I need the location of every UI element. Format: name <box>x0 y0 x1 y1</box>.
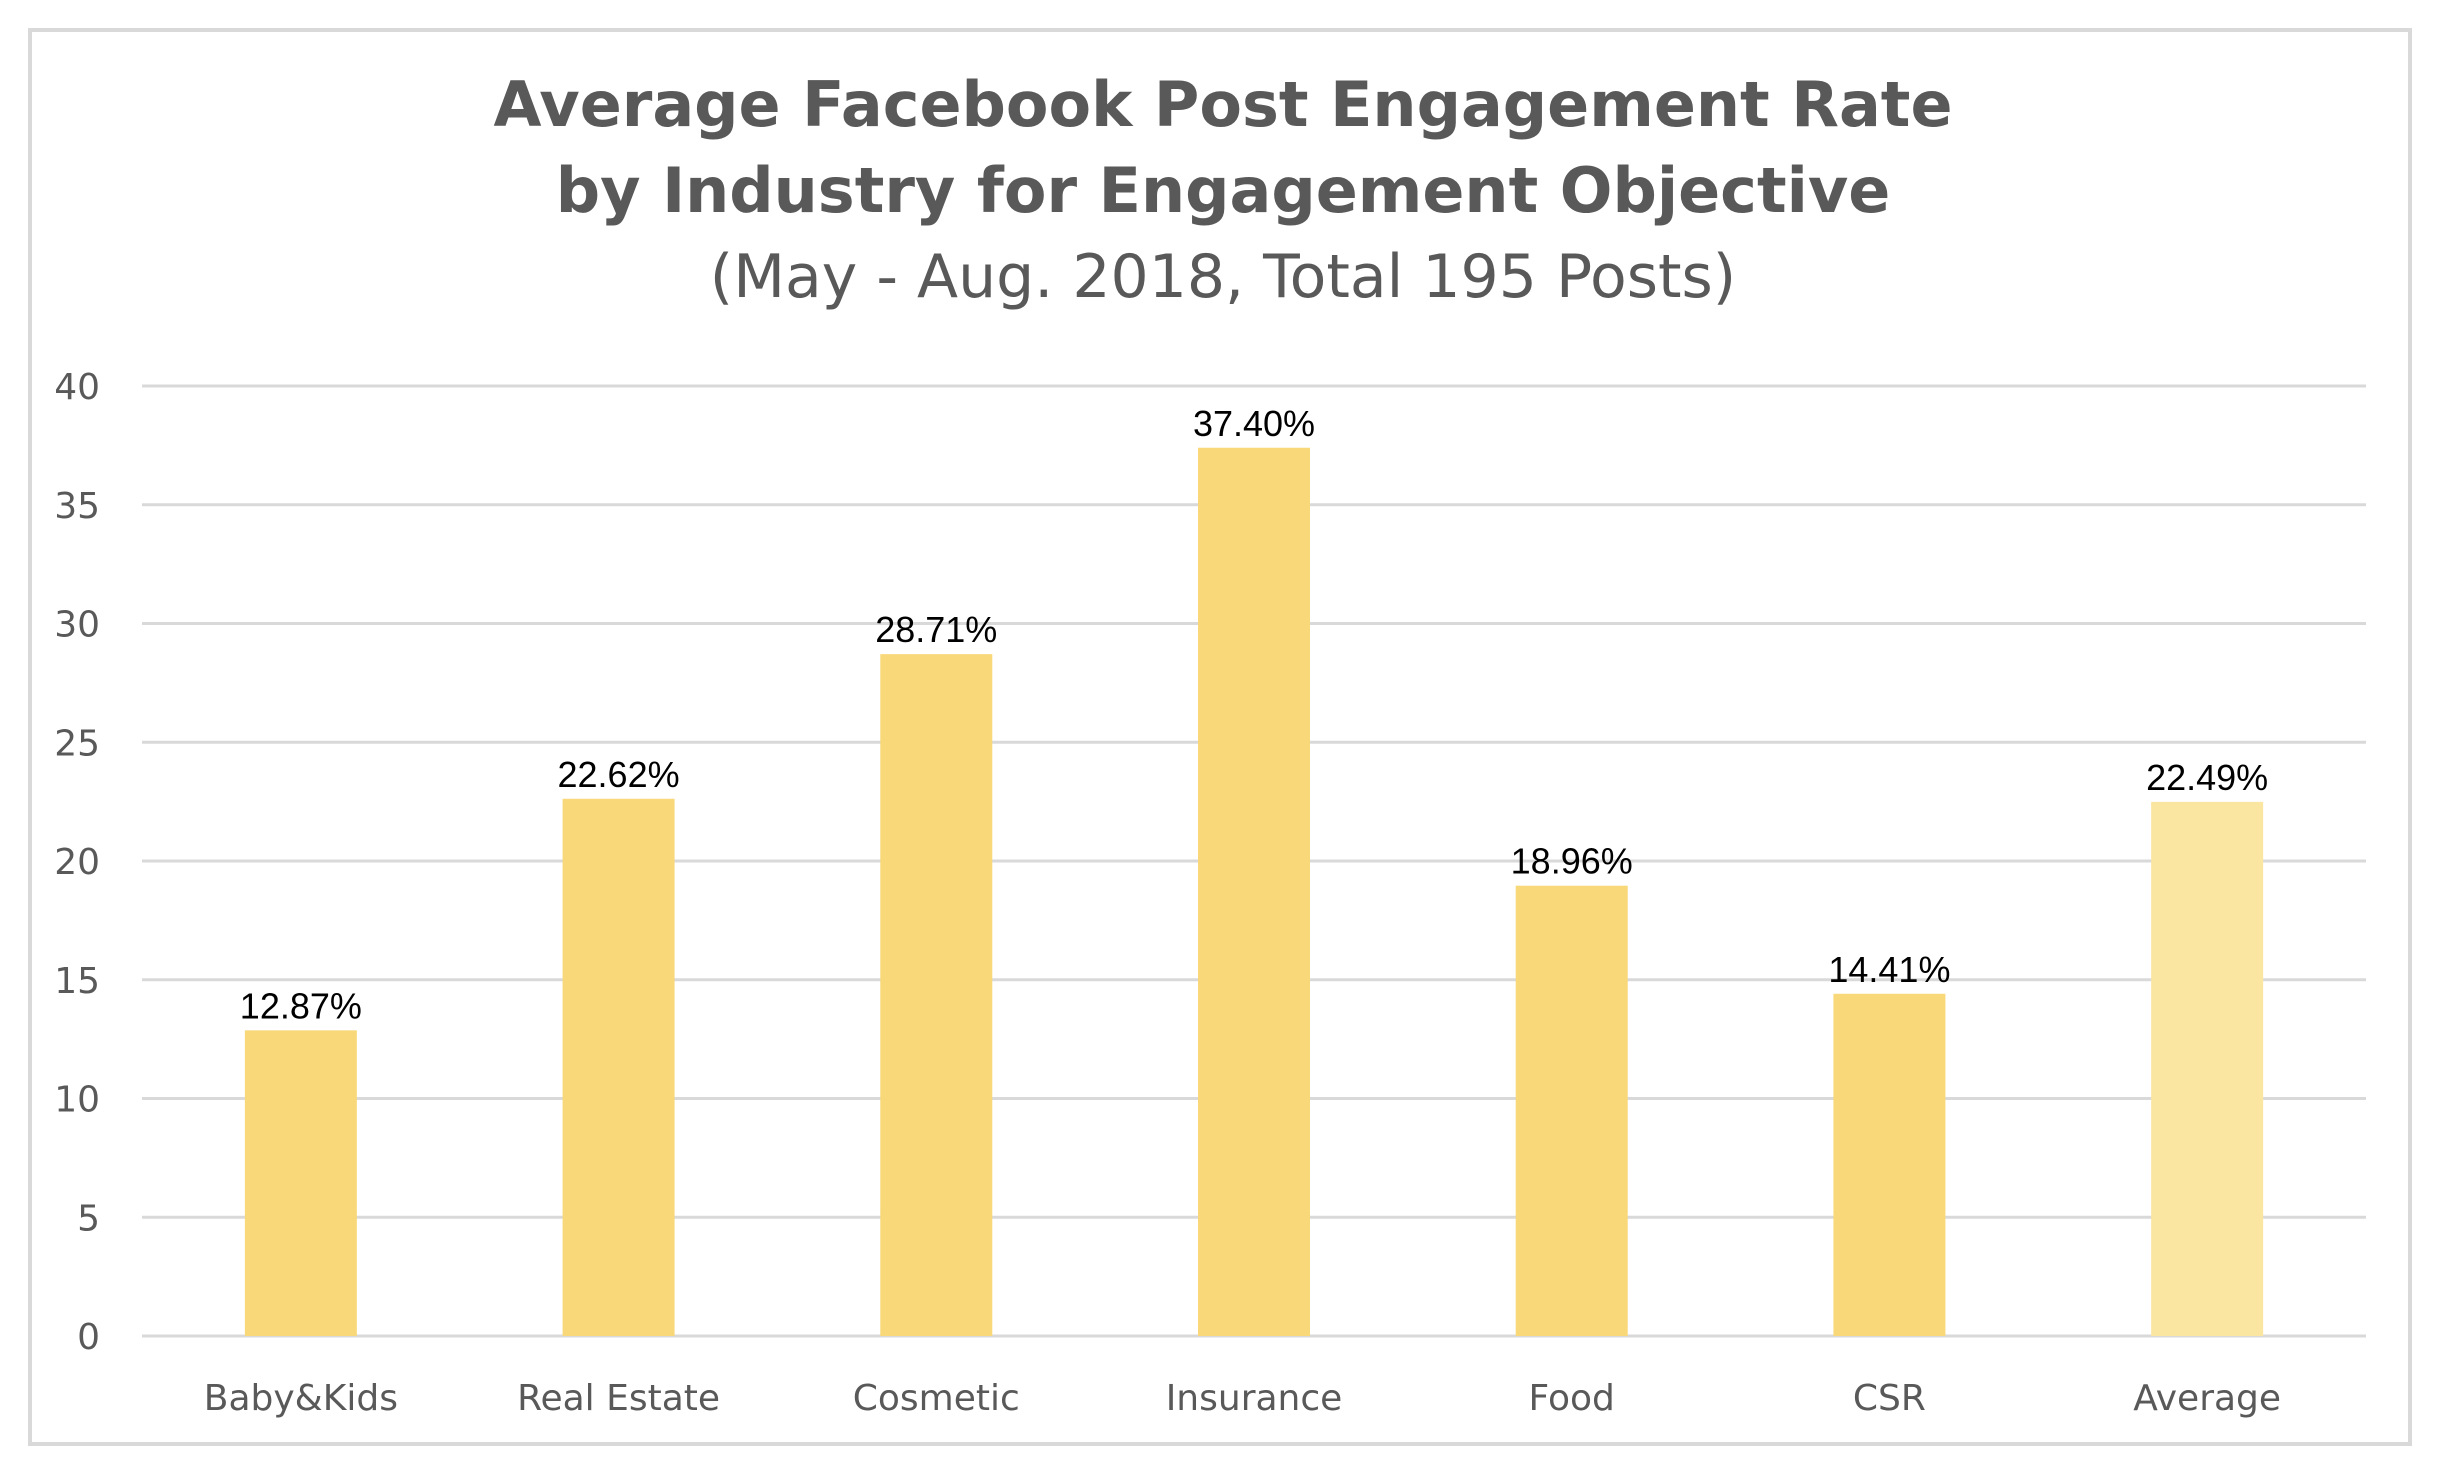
chart-subtitle: (May - Aug. 2018, Total 195 Posts) <box>709 242 1737 312</box>
data-label: 37.40% <box>1193 403 1315 444</box>
x-category-label: Average <box>2133 1378 2281 1419</box>
x-category-label: Baby&Kids <box>204 1378 398 1419</box>
y-axis-ticks: 0 5 10 15 20 25 30 35 40 <box>54 367 100 1358</box>
bar-baby-kids <box>244 1030 357 1336</box>
y-tick-label: 30 <box>54 605 100 646</box>
bar-cosmetic <box>880 654 993 1336</box>
chart-title: Average Facebook Post Engagement Rate <box>493 68 1953 141</box>
bar-food <box>1515 885 1628 1336</box>
x-category-label: CSR <box>1853 1378 1926 1419</box>
chart-title-line2: by Industry for Engagement Objective <box>555 154 1891 227</box>
data-label: 28.71% <box>875 609 997 650</box>
data-label: 18.96% <box>1511 841 1633 882</box>
y-tick-label: 5 <box>77 1198 100 1239</box>
y-tick-label: 25 <box>54 723 100 764</box>
y-tick-label: 0 <box>77 1317 100 1358</box>
data-label: 12.87% <box>240 985 362 1026</box>
x-category-label: Cosmetic <box>853 1378 1020 1419</box>
x-category-label: Insurance <box>1166 1378 1343 1419</box>
y-tick-label: 15 <box>54 961 100 1002</box>
data-label: 22.62% <box>558 754 680 795</box>
y-tick-label: 10 <box>54 1080 100 1121</box>
y-tick-label: 40 <box>54 367 100 408</box>
y-tick-label: 20 <box>54 842 100 883</box>
y-tick-label: 35 <box>54 486 100 527</box>
data-labels: 12.87% 22.62% 28.71% 37.40% 18.96% 14.41% 22.4… <box>240 403 2268 1027</box>
bar-csr <box>1833 993 1946 1336</box>
x-category-label: Real Estate <box>517 1378 720 1419</box>
data-label: 14.41% <box>1828 949 1950 990</box>
bar-average <box>2151 801 2264 1336</box>
bar-insurance <box>1198 447 1310 1336</box>
bars <box>244 447 2264 1336</box>
chart-title-block: Average Facebook Post Engagement Rate by… <box>0 62 2446 320</box>
data-label: 22.49% <box>2146 757 2268 798</box>
x-axis-categories: Baby&Kids Real Estate Cosmetic Insurance Foo… <box>204 1378 2281 1419</box>
x-category-label: Food <box>1529 1378 1615 1419</box>
bar-real-estate <box>562 798 675 1336</box>
